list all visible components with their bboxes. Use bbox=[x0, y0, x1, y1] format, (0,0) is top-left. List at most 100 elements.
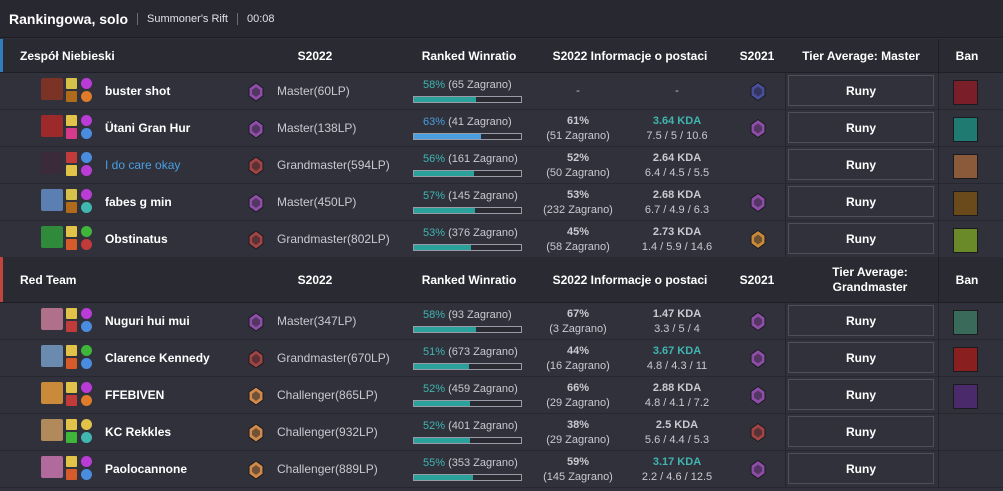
summoner-spell-icon bbox=[66, 202, 77, 213]
column-divider bbox=[938, 257, 939, 302]
tier-emblem-shape bbox=[750, 229, 766, 250]
runes-button[interactable]: Runy bbox=[788, 223, 934, 254]
s2022-tier-emblem-icon bbox=[247, 119, 265, 139]
winratio-games: (93 Zagrano) bbox=[448, 309, 512, 321]
rune-icon bbox=[81, 189, 92, 200]
runes-button[interactable]: Runy bbox=[788, 453, 934, 484]
winratio-games: (459 Zagrano) bbox=[448, 383, 518, 395]
summoner-spell-icon bbox=[66, 239, 77, 250]
winratio-percent: 58% bbox=[423, 79, 446, 91]
summoner-name[interactable]: KC Rekkles bbox=[105, 425, 172, 439]
s2022-champion-winrate: 61% (51 Zagrano) bbox=[535, 110, 621, 147]
summoner-name[interactable]: buster shot bbox=[105, 84, 171, 98]
champion-games: (58 Zagrano) bbox=[546, 241, 610, 253]
s2022-champion-winrate: 67% (3 Zagrano) bbox=[535, 303, 621, 340]
s2022-tier: Grandmaster(594LP) bbox=[277, 158, 390, 172]
kda-ratio: 3.67 KDA bbox=[652, 345, 702, 357]
player-row: fabes g min Master(450LP) 57% (145 Zagrano… bbox=[0, 184, 1003, 221]
rune-icon bbox=[81, 345, 92, 356]
champion-winrate: 61% bbox=[566, 115, 590, 127]
s2022-champion-kda: 2.68 KDA 6.7 / 4.9 / 6.3 bbox=[627, 184, 727, 221]
banned-champion-icon bbox=[953, 384, 978, 409]
s2022-champion-kda: 3.64 KDA 7.5 / 5 / 10.6 bbox=[627, 110, 727, 147]
tier-emblem-shape bbox=[248, 312, 264, 332]
summoner-name[interactable]: Obstinatus bbox=[105, 232, 168, 246]
champion-icon bbox=[41, 189, 63, 211]
ranked-winratio-text: 55% (353 Zagrano) bbox=[423, 457, 518, 469]
runes-button[interactable]: Runy bbox=[788, 149, 934, 180]
column-divider bbox=[938, 147, 939, 183]
s2022-tier-emblem-icon bbox=[247, 460, 265, 480]
winratio-bar-fill bbox=[414, 171, 474, 176]
runes-button[interactable]: Runy bbox=[788, 416, 934, 447]
champion-games: (232 Zagrano) bbox=[543, 204, 613, 216]
rune-icon bbox=[81, 115, 92, 126]
player-row: Clarence Kennedy Grandmaster(670LP) 51% (6… bbox=[0, 340, 1003, 377]
column-divider bbox=[938, 340, 939, 376]
tier-emblem-shape bbox=[750, 118, 766, 139]
summoner-name[interactable]: I do care okay bbox=[105, 158, 181, 172]
kda-ratio: 1.47 KDA bbox=[652, 308, 702, 320]
col-s2022-info: S2022 Informacje o postaci bbox=[552, 48, 708, 63]
champion-games: (51 Zagrano) bbox=[546, 130, 610, 142]
winratio-games: (353 Zagrano) bbox=[448, 457, 518, 469]
tier-emblem-shape bbox=[750, 422, 766, 443]
player-row: Paolocannone Challenger(889LP) 55% (353 Za… bbox=[0, 451, 1003, 488]
summoner-name[interactable]: Ütani Gran Hur bbox=[105, 121, 191, 135]
summoner-spell-icon bbox=[66, 115, 77, 126]
rune-icon bbox=[81, 321, 92, 332]
s2022-champion-winrate: 38% (29 Zagrano) bbox=[535, 414, 621, 451]
kda-ratio: - bbox=[675, 85, 679, 97]
runes-button[interactable]: Runy bbox=[788, 379, 934, 410]
runes-button[interactable]: Runy bbox=[788, 112, 934, 143]
rune-icon bbox=[81, 78, 92, 89]
s2022-champion-winrate: 66% (29 Zagrano) bbox=[535, 377, 621, 414]
column-divider bbox=[938, 73, 939, 109]
runes-button[interactable]: Runy bbox=[788, 342, 934, 373]
blue-team-accent bbox=[0, 39, 3, 72]
summoner-name[interactable]: FFEBIVEN bbox=[105, 388, 165, 402]
winratio-bar bbox=[413, 363, 522, 370]
champion-icon bbox=[41, 456, 63, 478]
champion-winrate: - bbox=[576, 85, 580, 97]
column-divider bbox=[938, 221, 939, 257]
summoner-spell-icon bbox=[66, 321, 77, 332]
summoner-spell-icon bbox=[66, 456, 77, 467]
rune-icon bbox=[81, 239, 92, 250]
champion-games: (50 Zagrano) bbox=[546, 167, 610, 179]
s2022-champion-winrate: 52% (50 Zagrano) bbox=[535, 147, 621, 184]
runes-button[interactable]: Runy bbox=[788, 186, 934, 217]
runes-button[interactable]: Runy bbox=[788, 305, 934, 336]
summoner-name[interactable]: Paolocannone bbox=[105, 462, 188, 476]
ranked-winratio-text: 52% (401 Zagrano) bbox=[423, 420, 518, 432]
s2022-tier-emblem-icon bbox=[247, 230, 265, 250]
col-s2022: S2022 bbox=[297, 48, 333, 63]
rune-icon bbox=[81, 226, 92, 237]
s2022-tier: Challenger(889LP) bbox=[277, 462, 378, 476]
tier-emblem-shape bbox=[248, 156, 264, 176]
summoner-spell-icon bbox=[66, 432, 77, 443]
summoner-name[interactable]: fabes g min bbox=[105, 195, 172, 209]
summoner-name[interactable]: Clarence Kennedy bbox=[105, 351, 210, 365]
winratio-bar-fill bbox=[414, 401, 470, 406]
runes-button[interactable]: Runy bbox=[788, 75, 934, 106]
kda-ratio: 3.17 KDA bbox=[652, 456, 702, 468]
banned-champion-icon bbox=[953, 80, 978, 105]
rune-icon bbox=[81, 202, 92, 213]
queue-title: Rankingowa, solo bbox=[9, 10, 129, 27]
s2021-tier-emblem-icon bbox=[749, 311, 767, 332]
col-s2021: S2021 bbox=[739, 272, 775, 287]
map-name: Summoner's Rift bbox=[147, 12, 228, 25]
rune-icon bbox=[81, 165, 92, 176]
red-team-accent bbox=[0, 257, 3, 302]
kda-line: 2.2 / 4.6 / 12.5 bbox=[641, 471, 713, 483]
winratio-percent: 52% bbox=[423, 383, 446, 395]
champion-icon bbox=[41, 226, 63, 248]
winratio-bar-fill bbox=[414, 364, 469, 369]
winratio-percent: 56% bbox=[423, 153, 446, 165]
summoner-name[interactable]: Nuguri hui mui bbox=[105, 314, 190, 328]
blue-tier-average: Tier Average: Master bbox=[802, 48, 920, 63]
tier-emblem-shape bbox=[248, 349, 264, 369]
s2022-tier: Master(138LP) bbox=[277, 121, 357, 135]
s2022-tier-emblem-icon bbox=[247, 156, 265, 176]
